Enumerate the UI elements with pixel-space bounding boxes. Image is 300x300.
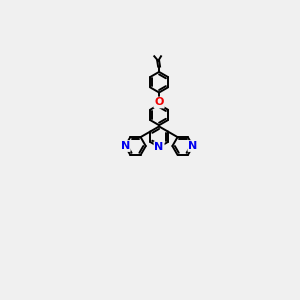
Text: N: N bbox=[188, 141, 198, 151]
Text: O: O bbox=[154, 98, 164, 107]
Text: N: N bbox=[121, 141, 130, 151]
Text: N: N bbox=[154, 142, 164, 152]
